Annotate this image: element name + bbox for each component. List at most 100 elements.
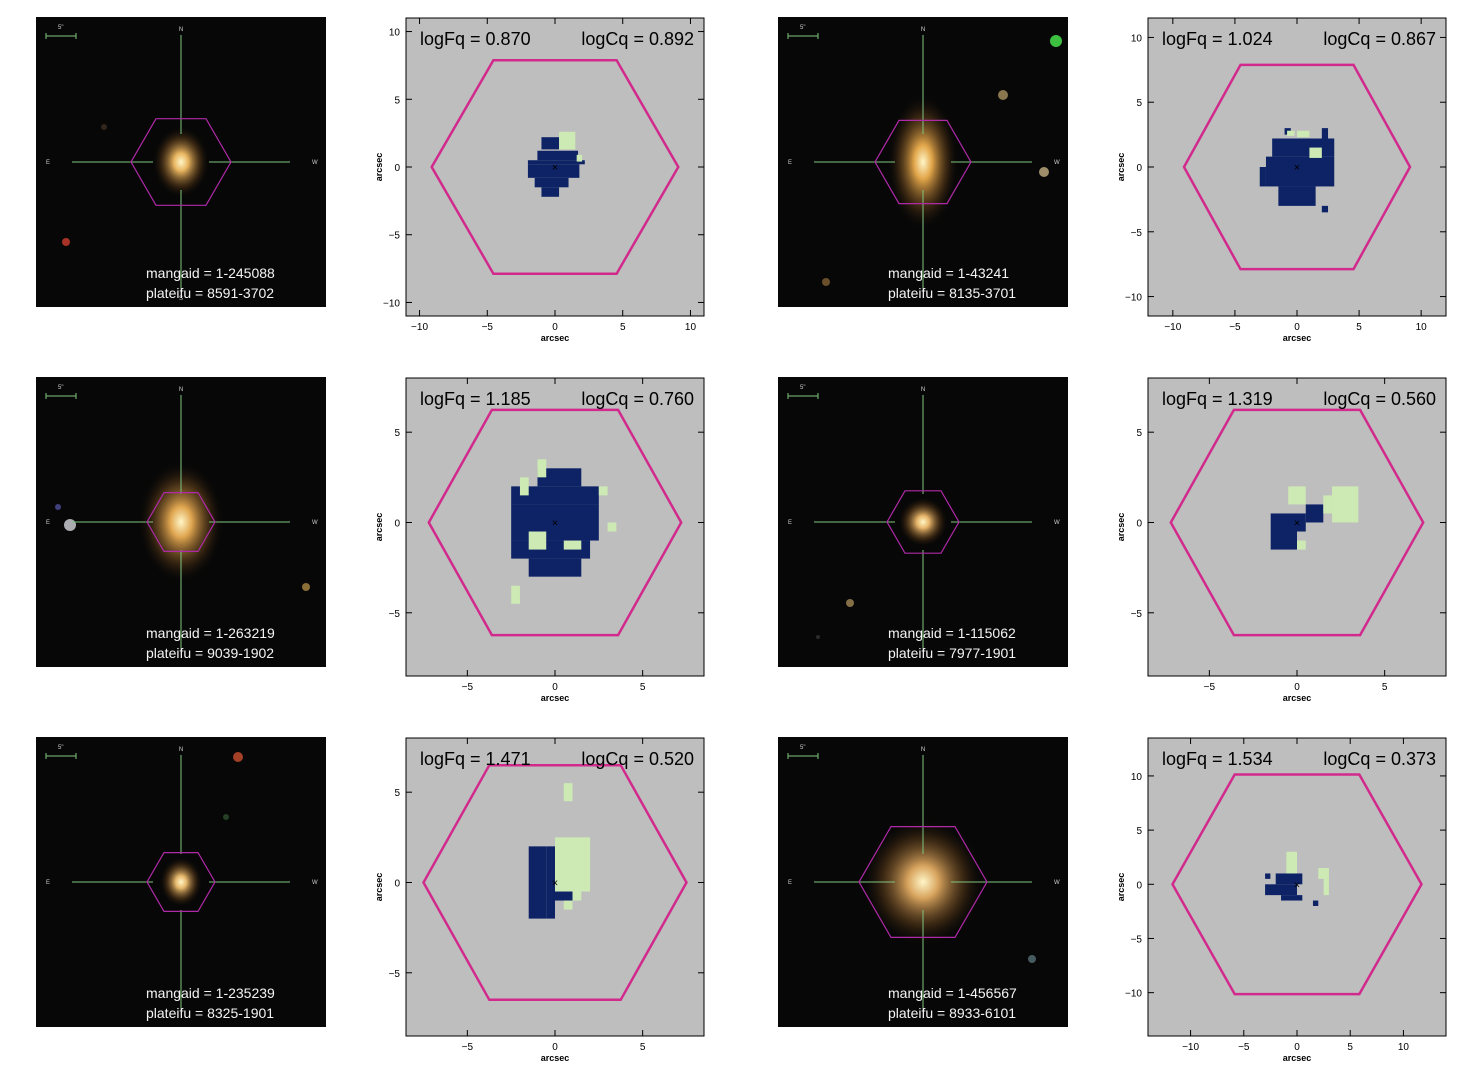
star — [223, 814, 229, 820]
spaxel-block-other — [563, 540, 582, 550]
ifu-hexagon — [430, 59, 680, 275]
y-axis-label: arcsec — [374, 153, 384, 182]
logfq-annotation: logFq = 0.870 — [420, 29, 531, 49]
y-tick-label: 5 — [1136, 428, 1142, 439]
ifu-hexagon — [427, 408, 683, 637]
ifu-hexagon — [1171, 773, 1423, 996]
spaxel-block-other — [598, 486, 608, 496]
logfq-annotation: logFq = 1.185 — [420, 389, 531, 409]
compass-n: N — [179, 387, 183, 393]
star — [822, 278, 830, 286]
spaxel-map-5: × −5 0 5 −5 0 5 arcsec arcsec logFq = 1.471 logCq … — [370, 730, 710, 1065]
map-svg: × −5 0 5 −5 0 5 arcsec arcsec logFq = 1.471 logCq … — [374, 737, 705, 1063]
y-tick-label: −10 — [1125, 989, 1142, 1000]
y-tick-label: 5 — [1136, 98, 1142, 109]
x-axis-label: arcsec — [541, 1053, 570, 1063]
mangaid-label: mangaid = 1-263219 — [146, 625, 275, 641]
x-tick-label: −5 — [482, 322, 494, 333]
spaxel-block-quiescent — [1265, 156, 1335, 187]
spaxel-block-other — [1288, 486, 1306, 505]
compass-n: N — [921, 387, 925, 393]
y-axis-label: arcsec — [1116, 153, 1126, 182]
x-tick-label: 5 — [1347, 1042, 1353, 1053]
logfq-annotation: logFq = 1.471 — [420, 749, 531, 769]
spaxel-block-quiescent — [534, 177, 569, 188]
spaxel-block-quiescent — [1265, 873, 1271, 879]
x-tick-label: −5 — [462, 1042, 474, 1053]
logfq-annotation: logFq = 1.319 — [1162, 389, 1273, 409]
sky-graphics: N E W 5" — [787, 25, 1062, 289]
y-tick-label: 5 — [394, 428, 400, 439]
compass-w: W — [312, 880, 318, 886]
star — [55, 504, 61, 510]
scale-label: 5" — [800, 385, 805, 391]
star — [64, 519, 76, 531]
y-tick-label: 10 — [1131, 772, 1143, 783]
y-tick-label: −5 — [1131, 228, 1143, 239]
mangaid-label: mangaid = 1-245088 — [146, 265, 275, 281]
spaxel-block-quiescent — [528, 558, 582, 577]
x-axis-label: arcsec — [1283, 333, 1312, 343]
star — [1050, 35, 1062, 47]
spaxel-block-quiescent — [1305, 504, 1324, 523]
compass-w: W — [1054, 520, 1060, 526]
spaxel-block-other — [519, 477, 529, 496]
x-tick-label: 0 — [1294, 322, 1300, 333]
compass-n: N — [921, 747, 925, 753]
x-tick-label: 0 — [552, 1042, 558, 1053]
mangaid-label: mangaid = 1-115062 — [888, 625, 1016, 641]
x-tick-label: 5 — [1382, 682, 1388, 693]
y-tick-label: −10 — [383, 298, 400, 309]
x-tick-label: 10 — [1416, 322, 1428, 333]
spaxel-block-quiescent — [1281, 895, 1303, 901]
sky-image-3: N E W 5" mangaid = 1-263219 plateifu = 9039… — [36, 377, 326, 667]
spaxel-block-other — [1323, 878, 1329, 896]
spaxel-map-4: × −5 0 5 −5 0 5 arcsec arcsec logFq = 1.319 logCq … — [1112, 370, 1452, 705]
mangaid-label: mangaid = 1-43241 — [888, 265, 1010, 281]
x-axis-label: arcsec — [1283, 1053, 1312, 1063]
galaxy — [887, 93, 959, 231]
x-tick-label: −10 — [1182, 1042, 1199, 1053]
y-tick-label: 0 — [1136, 163, 1142, 174]
spaxel-block-quiescent — [1259, 167, 1266, 187]
y-tick-label: 5 — [394, 95, 400, 106]
spaxel-block-other — [1297, 130, 1310, 138]
logfq-annotation: logFq = 1.024 — [1162, 29, 1273, 49]
center-marker: × — [1294, 879, 1300, 891]
y-tick-label: 10 — [389, 28, 401, 39]
compass-w: W — [312, 520, 318, 526]
compass-e: E — [788, 880, 792, 886]
compass-n: N — [179, 747, 183, 753]
spaxel-map-1: × −10 −5 0 5 10 −10 −5 0 5 10 arcsec arcsec logFq = 0… — [370, 10, 710, 345]
spaxel-block-other — [1332, 486, 1359, 523]
sky-image-2: N E W 5" mangaid = 1-43241 plateifu = 8135-… — [778, 17, 1068, 307]
x-tick-label: 5 — [640, 682, 646, 693]
scale-label: 5" — [58, 745, 63, 751]
x-tick-label: 0 — [552, 682, 558, 693]
spaxel-block-quiescent — [528, 846, 547, 919]
spaxel-block-quiescent — [527, 160, 585, 165]
ifu-hexagon — [146, 491, 216, 552]
spaxel-block-quiescent — [1312, 900, 1319, 906]
spaxel-block-other — [563, 783, 573, 802]
compass-n: N — [179, 27, 183, 33]
spaxel-map-6: × −10 −5 0 5 10 −10 −5 0 5 10 arcsec arcsec logFq = 1… — [1112, 730, 1452, 1065]
sky-image-6: N E W 5" mangaid = 1-456567 plateifu = 8933… — [778, 737, 1068, 1027]
map-svg: × −10 −5 0 5 10 −10 −5 0 5 10 arcsec arcsec logFq = 0… — [374, 17, 705, 343]
compass-e: E — [788, 160, 792, 166]
scale-label: 5" — [800, 25, 805, 31]
y-tick-label: 5 — [394, 788, 400, 799]
spaxel-block-quiescent — [546, 846, 555, 919]
sky-graphics: N E W 5" — [45, 385, 318, 649]
x-tick-label: −5 — [1204, 682, 1216, 693]
ifu-hexagon — [1182, 63, 1412, 271]
star — [233, 752, 243, 762]
sky-graphics: N E W S 5" — [45, 25, 318, 302]
ifu-hexagon — [130, 118, 232, 206]
x-tick-label: 5 — [620, 322, 626, 333]
x-axis-label: arcsec — [541, 333, 570, 343]
map-svg: × −10 −5 0 5 10 −10 −5 0 5 10 arcsec arcsec logFq = 1… — [1116, 737, 1447, 1063]
map-svg: × −5 0 5 −5 0 5 arcsec arcsec logFq = 1.185 logCq … — [374, 377, 705, 703]
spaxel-block-other — [607, 522, 617, 532]
ifu-hexagon — [886, 490, 960, 554]
